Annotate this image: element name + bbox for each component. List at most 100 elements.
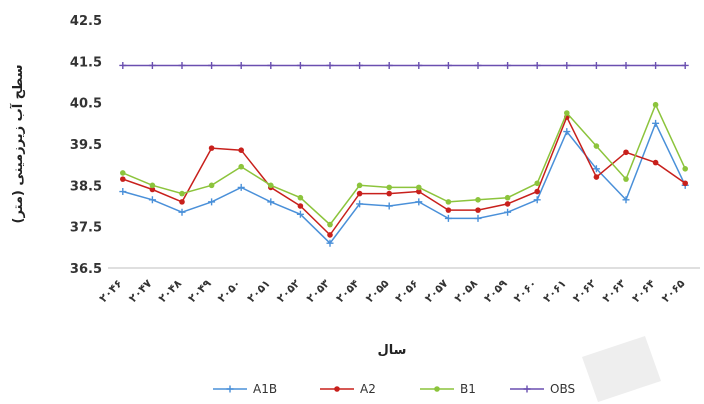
- data-point: [208, 182, 215, 189]
- legend-item-a1b: A1B: [213, 382, 277, 396]
- data-point: [267, 198, 275, 206]
- legend-item-obs: OBS: [510, 382, 575, 396]
- data-point: [120, 176, 126, 182]
- x-tick-label: ۲۰۵۷: [422, 277, 450, 305]
- data-point: [504, 194, 511, 201]
- legend-label: A1B: [253, 382, 277, 396]
- data-point: [416, 184, 422, 191]
- x-tick-label: ۲۰۴۶: [97, 277, 125, 305]
- watermark-shape: [582, 336, 661, 402]
- data-point: [504, 61, 512, 69]
- legend-label: B1: [460, 382, 476, 396]
- x-tick-label: ۲۰۵۸: [452, 277, 480, 305]
- data-point: [445, 199, 452, 205]
- y-axis-ticks: 36.5 37.5 38.5 39.5 40.5 41.5 42.5: [70, 14, 102, 277]
- data-point: [356, 190, 363, 197]
- y-tick-label: 37.5: [70, 221, 102, 236]
- data-point: [534, 180, 540, 187]
- x-tick-label: ۲۰۶۲: [570, 277, 598, 305]
- x-tick-label: ۲۰۵۲: [274, 277, 302, 305]
- data-point: [445, 207, 452, 213]
- legend-marker: [434, 386, 440, 392]
- data-point: [682, 180, 688, 187]
- y-tick-label: 42.5: [70, 14, 102, 29]
- data-point: [385, 202, 393, 210]
- data-point: [208, 61, 216, 69]
- data-point: [444, 214, 452, 222]
- data-point: [326, 239, 334, 247]
- x-tick-label: ۲۰۵۶: [393, 277, 421, 305]
- y-axis-title: سطح آب زیرزمینی (متر): [9, 65, 26, 224]
- data-point: [296, 61, 304, 69]
- data-point: [149, 182, 156, 189]
- data-point: [238, 163, 244, 170]
- data-point: [533, 196, 541, 204]
- y-tick-label: 38.5: [70, 179, 102, 194]
- data-point: [356, 182, 363, 189]
- data-point: [563, 61, 571, 69]
- data-point: [474, 214, 482, 222]
- legend: A1B A2 B1 OBS: [213, 382, 575, 396]
- data-point: [297, 203, 304, 209]
- y-tick-label: 39.5: [70, 138, 102, 153]
- x-tick-label: ۲۰۶۴: [630, 277, 658, 305]
- data-point: [178, 61, 186, 69]
- data-point: [179, 190, 185, 197]
- x-tick-label: ۲۰۴۸: [156, 277, 184, 305]
- data-point: [120, 170, 126, 176]
- data-point: [682, 166, 688, 172]
- data-point: [385, 61, 393, 69]
- y-tick-label: 40.5: [70, 97, 102, 112]
- data-point: [356, 200, 364, 208]
- data-point: [564, 110, 570, 116]
- data-point: [327, 232, 333, 238]
- x-tick-label: ۲۰۵۱: [245, 277, 273, 305]
- series-line: [122, 121, 686, 245]
- data-point: [268, 182, 274, 189]
- data-point: [179, 199, 185, 205]
- data-point: [148, 61, 156, 69]
- data-point: [623, 176, 629, 182]
- data-point: [475, 197, 481, 203]
- data-point: [652, 159, 659, 166]
- data-point: [386, 184, 393, 191]
- data-point: [474, 61, 482, 69]
- x-tick-label: ۲۰۵۳: [304, 277, 332, 305]
- data-point: [415, 61, 423, 69]
- series-line: [122, 115, 686, 237]
- data-point: [148, 196, 156, 204]
- x-tick-label: ۲۰۶۱: [541, 277, 569, 305]
- x-axis-title: سال: [378, 343, 407, 358]
- data-point: [119, 61, 127, 69]
- data-point: [592, 165, 600, 173]
- data-point: [652, 61, 660, 69]
- series-b1: [120, 101, 688, 228]
- data-point: [622, 61, 630, 69]
- series-obs: [119, 61, 689, 69]
- data-point: [623, 149, 629, 156]
- data-point: [327, 221, 333, 228]
- data-point: [208, 145, 215, 151]
- data-point: [297, 194, 304, 201]
- series-layer: [119, 61, 689, 247]
- data-point: [563, 128, 571, 136]
- x-tick-label: ۲۰۵۹: [482, 277, 510, 305]
- series-a1b: [119, 119, 689, 247]
- data-point: [178, 208, 186, 216]
- data-point: [326, 61, 334, 69]
- data-point: [593, 143, 600, 149]
- data-point: [237, 183, 245, 191]
- data-point: [149, 186, 156, 193]
- legend-item-b1: B1: [420, 382, 476, 396]
- legend-marker: [226, 385, 234, 393]
- data-point: [681, 61, 689, 69]
- y-tick-label: 36.5: [70, 262, 102, 277]
- data-point: [593, 174, 600, 180]
- data-point: [475, 207, 481, 213]
- x-tick-label: ۲۰۶۳: [600, 277, 628, 305]
- legend-item-a2: A2: [320, 382, 376, 396]
- legend-label: OBS: [550, 382, 575, 396]
- data-point: [416, 188, 422, 195]
- data-point: [415, 198, 423, 206]
